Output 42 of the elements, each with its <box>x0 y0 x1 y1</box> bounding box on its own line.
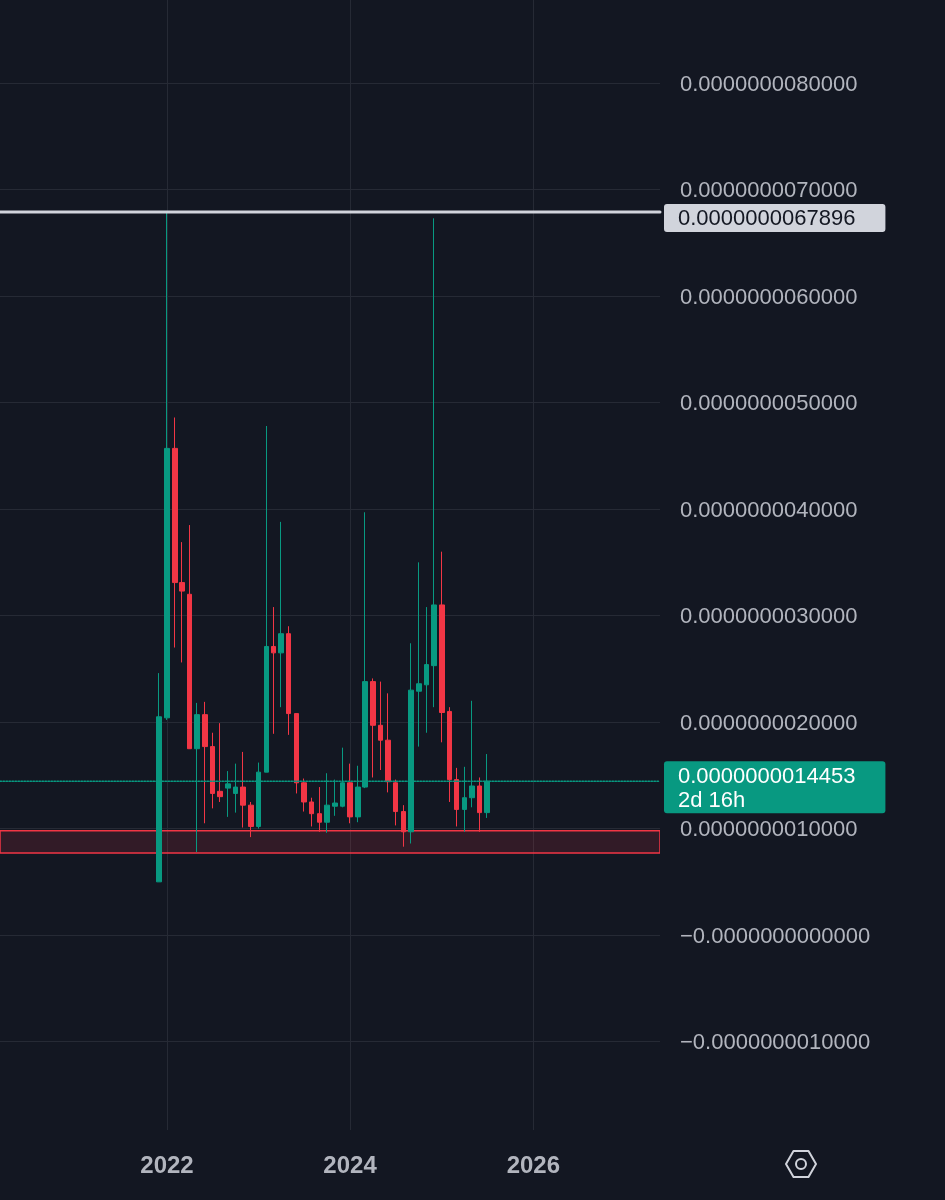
candlestick <box>202 701 208 824</box>
candlestick <box>447 706 452 803</box>
y-tick-label: 0.0000000070000 <box>680 177 858 203</box>
ref-line-label: 0.0000000067896 <box>678 205 856 231</box>
candlestick <box>431 217 437 708</box>
y-tick-label: 0.0000000060000 <box>680 283 858 309</box>
candlestick <box>210 732 215 809</box>
y-tick-label: 0.0000000020000 <box>680 709 858 735</box>
candlestick <box>301 778 307 813</box>
y-tick-label: 0.0000000030000 <box>680 603 858 629</box>
y-tick-label: −0.0000000000000 <box>680 922 871 948</box>
y-tick-label: 0.0000000010000 <box>680 816 858 842</box>
ref-line-label: 0.0000000014453 2d 16h <box>678 762 856 812</box>
candlestick <box>264 425 269 773</box>
candlestick <box>271 606 276 735</box>
y-tick-label: 0.0000000040000 <box>680 496 858 522</box>
candlestick <box>240 751 246 829</box>
x-tick-label: 2022 <box>140 1150 194 1178</box>
candlestick <box>477 776 482 833</box>
candlestick <box>424 606 429 734</box>
x-tick-label: 2024 <box>323 1150 378 1178</box>
candlestick <box>278 521 284 708</box>
candlestick <box>385 692 391 793</box>
candlestick <box>370 677 376 778</box>
y-tick-label: 0.0000000050000 <box>680 390 858 416</box>
x-tick-label: 2026 <box>506 1150 561 1178</box>
candlestick <box>317 786 322 833</box>
candlestick <box>217 722 223 803</box>
candlestick <box>294 713 299 794</box>
candlestick <box>286 625 291 736</box>
y-tick-label: 0.0000000080000 <box>680 70 858 96</box>
candlestick <box>309 797 314 827</box>
candlestick <box>378 681 383 771</box>
candlestick <box>393 779 398 826</box>
candlestick <box>248 801 254 838</box>
candlestick <box>187 524 192 750</box>
candlestick <box>401 804 406 848</box>
candlestick <box>347 763 353 824</box>
candlestick <box>439 551 445 743</box>
y-tick-label: −0.0000000010000 <box>680 1029 871 1055</box>
candlestick <box>454 767 459 827</box>
candlestick <box>416 561 422 748</box>
